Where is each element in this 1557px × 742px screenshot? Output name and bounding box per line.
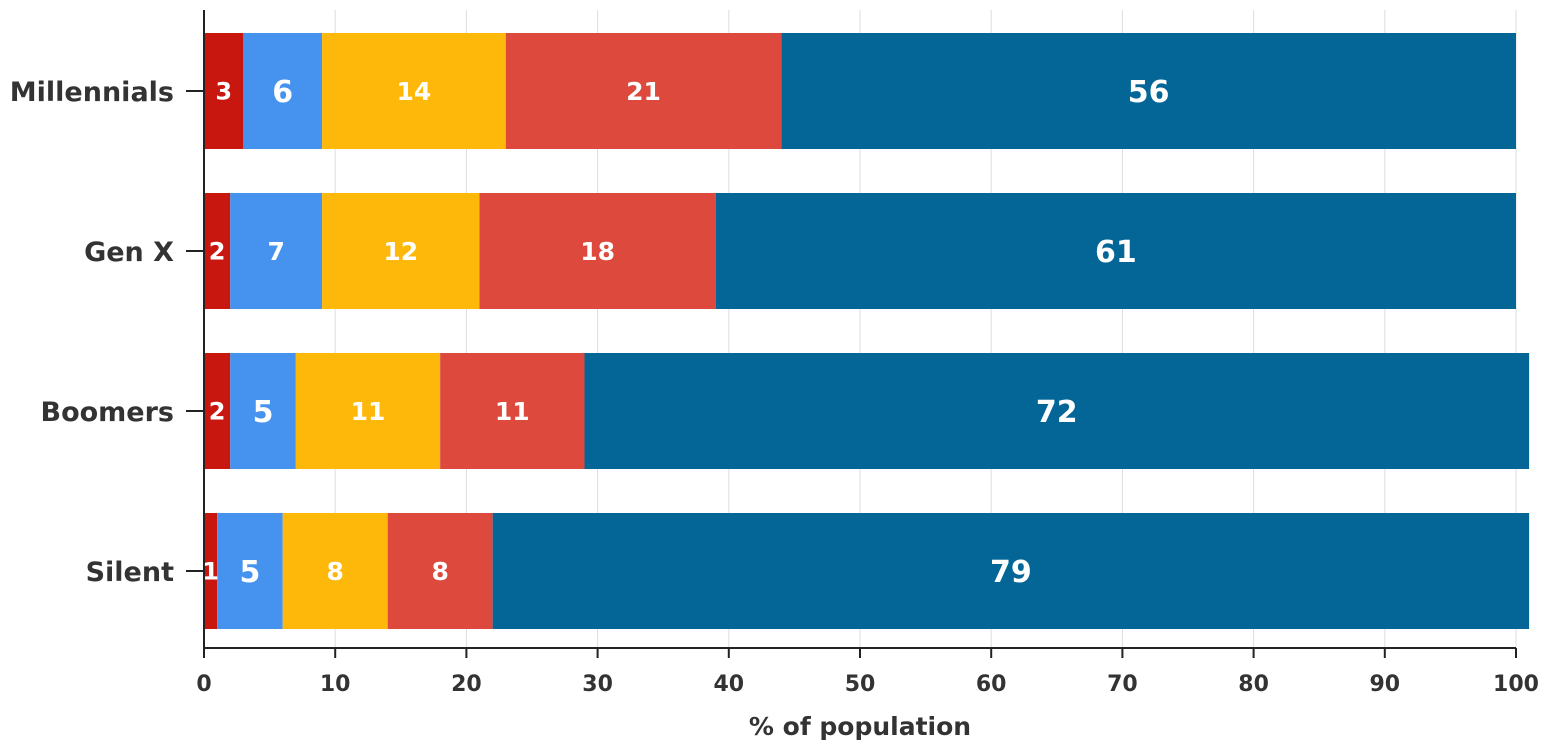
data-label-boomers-3: 11 <box>351 397 386 426</box>
data-label-millennials-3: 14 <box>397 77 432 106</box>
category-label-gen-x: Gen X <box>84 237 174 268</box>
x-tick-label-50: 50 <box>845 672 876 697</box>
bar-segment-silent-5 <box>492 513 1530 629</box>
data-label-silent-2: 5 <box>239 555 260 590</box>
bar-segment-millennials-1 <box>204 33 244 149</box>
x-tick-label-0: 0 <box>196 672 211 697</box>
data-label-boomers-2: 5 <box>253 395 274 430</box>
bar-segment-boomers-2 <box>230 353 296 469</box>
data-label-gen-x-5: 61 <box>1095 235 1137 270</box>
bar-segment-gen-x-4 <box>479 193 716 309</box>
axes <box>186 10 1517 658</box>
bar-segment-millennials-2 <box>243 33 323 149</box>
x-tick-label-80: 80 <box>1238 672 1269 697</box>
data-label-silent-5: 79 <box>990 555 1032 590</box>
bar-segment-boomers-3 <box>295 353 441 469</box>
data-label-millennials-4: 21 <box>626 77 661 106</box>
x-tick-label-90: 90 <box>1369 672 1400 697</box>
data-label-silent-1: 1 <box>202 558 219 586</box>
data-label-millennials-1: 3 <box>215 78 232 106</box>
data-label-gen-x-2: 7 <box>267 237 284 266</box>
x-tick-label-60: 60 <box>976 672 1007 697</box>
data-label-boomers-5: 72 <box>1036 395 1078 430</box>
category-label-millennials: Millennials <box>10 77 174 108</box>
bar-segment-boomers-4 <box>440 353 585 469</box>
bar-segment-gen-x-5 <box>715 193 1516 309</box>
bar-segment-millennials-5 <box>781 33 1516 149</box>
x-tick-label-10: 10 <box>320 672 351 697</box>
data-label-millennials-5: 56 <box>1128 75 1170 110</box>
x-tick-label-100: 100 <box>1493 672 1539 697</box>
data-label-silent-3: 8 <box>326 557 343 586</box>
x-axis-title: % of population <box>749 712 971 741</box>
data-label-gen-x-3: 12 <box>383 237 418 266</box>
data-label-boomers-1: 2 <box>209 398 226 426</box>
category-label-boomers: Boomers <box>40 397 174 428</box>
bar-segment-silent-4 <box>387 513 493 629</box>
bar-segment-boomers-5 <box>584 353 1530 469</box>
data-label-gen-x-4: 18 <box>580 237 615 266</box>
data-label-boomers-4: 11 <box>495 397 530 426</box>
bar-segment-gen-x-1 <box>204 193 231 309</box>
data-label-gen-x-1: 2 <box>209 238 226 266</box>
bar-segment-silent-3 <box>282 513 388 629</box>
x-tick-label-30: 30 <box>582 672 613 697</box>
bars <box>204 33 1530 629</box>
bar-segment-gen-x-3 <box>322 193 480 309</box>
bar-segment-silent-1 <box>204 513 218 629</box>
bar-segment-silent-2 <box>217 513 283 629</box>
bar-segment-boomers-1 <box>204 353 231 469</box>
data-label-millennials-2: 6 <box>272 75 293 110</box>
bar-segment-millennials-4 <box>505 33 782 149</box>
bar-segment-millennials-3 <box>322 33 506 149</box>
category-label-silent: Silent <box>86 557 174 588</box>
data-label-silent-4: 8 <box>431 557 448 586</box>
x-tick-label-70: 70 <box>1107 672 1138 697</box>
bar-segment-gen-x-2 <box>230 193 323 309</box>
x-tick-label-40: 40 <box>713 672 744 697</box>
x-tick-label-20: 20 <box>451 672 482 697</box>
